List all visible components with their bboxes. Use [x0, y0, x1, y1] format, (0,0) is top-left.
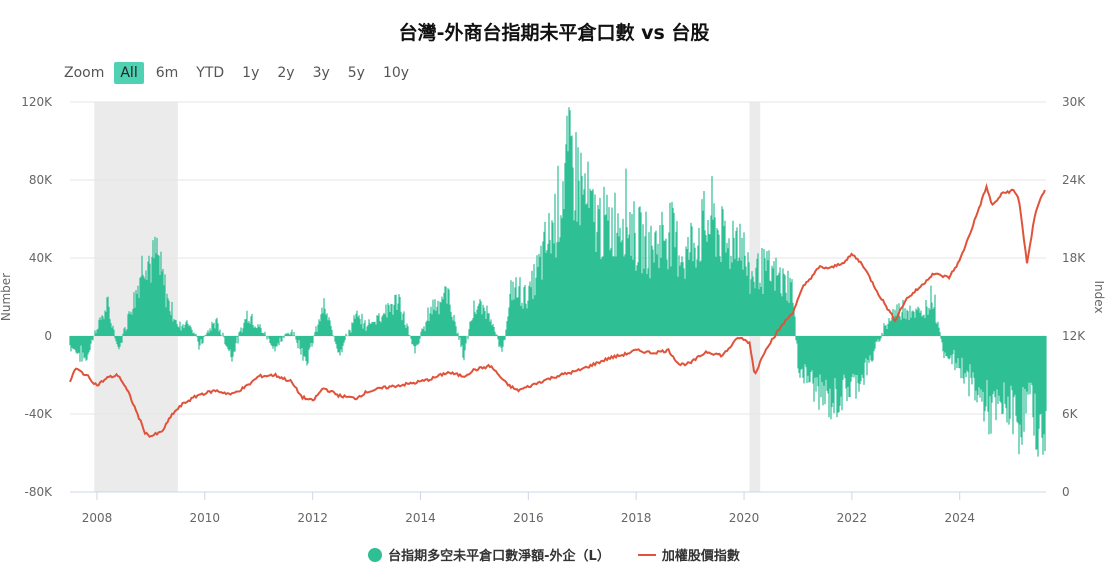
legend-item-taiex[interactable]: 加權股價指數	[637, 545, 740, 564]
x-tick-label: 2020	[729, 511, 760, 525]
legend: 台指期多空未平倉口數淨額-外企（L） 加權股價指數	[0, 545, 1108, 564]
legend-label-taiex: 加權股價指數	[661, 549, 740, 564]
zoom-1y-button[interactable]: 1y	[242, 65, 260, 81]
x-tick-label: 2012	[297, 511, 328, 525]
x-tick-label: 2022	[837, 511, 868, 525]
left-tick-label: 40K	[29, 251, 53, 265]
taiex-line	[69, 182, 1046, 438]
right-tick-label: 12K	[1062, 329, 1086, 343]
x-tick-label: 2018	[621, 511, 652, 525]
net-oi-columns	[69, 107, 1047, 457]
zoom-5y-button[interactable]: 5y	[347, 65, 365, 81]
legend-label-net-oi: 台指期多空未平倉口數淨額-外企（L）	[388, 549, 610, 564]
zoom-10y-button[interactable]: 10y	[382, 65, 410, 81]
legend-item-net-oi[interactable]: 台指期多空未平倉口數淨額-外企（L）	[368, 545, 610, 564]
zoom-label: Zoom	[64, 65, 105, 81]
left-tick-label: 120K	[21, 95, 53, 109]
right-tick-label: 30K	[1062, 95, 1086, 109]
chart-plot[interactable]: 120K 80K 40K 0 -40K -80K 30K 24K 18K 12K 6K 0 Number…	[0, 0, 1108, 540]
chart-title: 台灣-外商台指期未平倉口數 vs 台股	[398, 22, 710, 44]
x-tick-label: 2010	[190, 511, 221, 525]
left-axis-title: Number	[0, 273, 13, 321]
left-tick-label: 80K	[29, 173, 53, 187]
x-tick-label: 2008	[82, 511, 113, 525]
x-tick-label: 2014	[405, 511, 436, 525]
right-tick-label: 0	[1062, 485, 1070, 499]
zoom-bar: Zoom All 6m YTD 1y 2y 3y 5y 10y	[64, 62, 421, 84]
right-axis-title: Index	[1092, 280, 1106, 313]
zoom-ytd-button[interactable]: YTD	[196, 65, 225, 81]
legend-dot-icon	[368, 547, 383, 562]
zoom-6m-button[interactable]: 6m	[155, 65, 179, 81]
zoom-2y-button[interactable]: 2y	[277, 65, 295, 81]
left-tick-label: -80K	[25, 485, 54, 499]
right-tick-label: 18K	[1062, 251, 1086, 265]
legend-line-icon	[637, 553, 656, 556]
x-tick-label: 2016	[513, 511, 544, 525]
zoom-all-button[interactable]: All	[114, 62, 144, 84]
left-tick-label: 0	[44, 329, 52, 343]
x-tick-label: 2024	[944, 511, 975, 525]
right-tick-label: 24K	[1062, 173, 1086, 187]
left-tick-label: -40K	[25, 407, 54, 421]
right-tick-label: 6K	[1062, 407, 1079, 421]
zoom-3y-button[interactable]: 3y	[312, 65, 330, 81]
